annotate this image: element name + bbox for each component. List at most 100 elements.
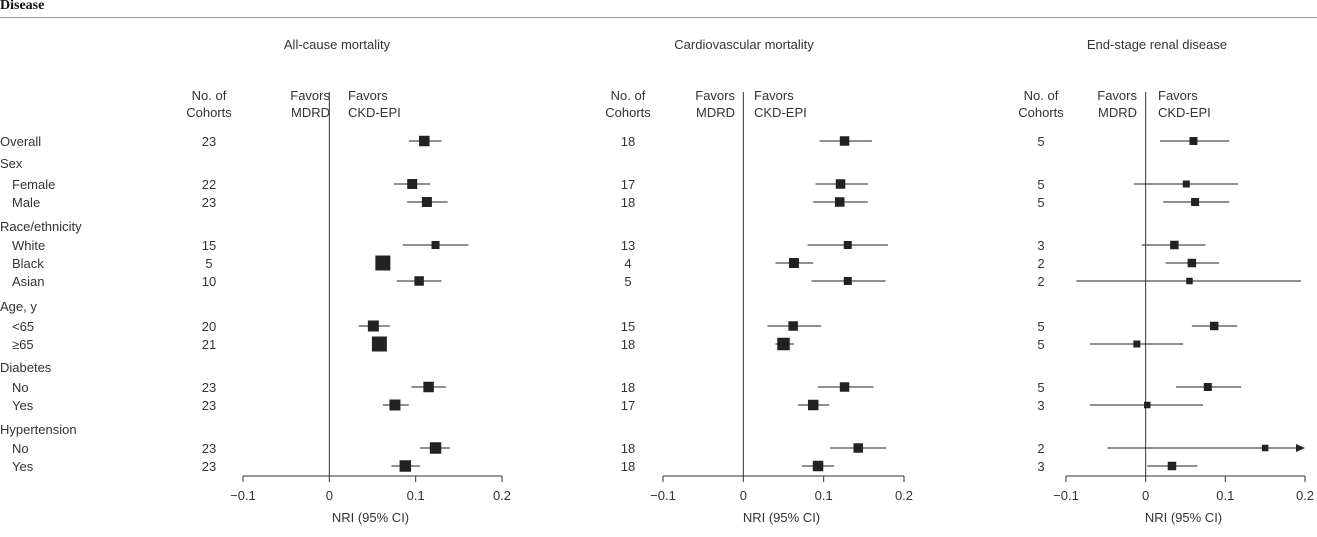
panel-title: End-stage renal disease [1087, 37, 1227, 52]
point-estimate [853, 443, 863, 453]
x-axis-label: NRI (95% CI) [332, 510, 409, 525]
row-label: ≥65 [12, 337, 34, 352]
point-estimate [389, 399, 401, 411]
cohorts-header: No. of [1024, 88, 1059, 103]
row-label: Overall [0, 134, 41, 149]
row-label: Yes [12, 459, 34, 474]
cohorts-header: Cohorts [1018, 105, 1064, 120]
x-tick-label: 0.1 [815, 488, 833, 503]
x-tick-label: 0 [326, 488, 333, 503]
cohort-count: 5 [1037, 134, 1044, 149]
point-estimate [843, 241, 852, 249]
point-estimate [1144, 401, 1151, 409]
cohort-count: 17 [621, 177, 635, 192]
x-tick-label: 0.2 [895, 488, 913, 503]
x-tick-label: 0 [740, 488, 747, 503]
cohort-count: 5 [624, 274, 631, 289]
point-estimate [1186, 277, 1193, 285]
row-label: Race/ethnicity [0, 219, 82, 234]
x-tick-label: −0.1 [230, 488, 256, 503]
header-label: Disease [0, 0, 45, 13]
point-estimate [788, 321, 798, 331]
point-estimate [788, 258, 799, 268]
x-tick-label: 0.2 [1296, 488, 1314, 503]
row-label: <65 [12, 319, 34, 334]
point-estimate [429, 442, 442, 454]
x-tick-label: 0 [1142, 488, 1149, 503]
favors-ckd-epi-header: CKD-EPI [348, 105, 401, 120]
cohort-count: 23 [202, 398, 216, 413]
cohort-count: 18 [621, 134, 635, 149]
point-estimate [1191, 198, 1200, 206]
point-estimate [839, 382, 850, 392]
cohort-count: 21 [202, 337, 216, 352]
cohort-count: 23 [202, 459, 216, 474]
favors-ckd-epi-header: Favors [1158, 88, 1198, 103]
point-estimate [835, 179, 846, 189]
row-label: Female [12, 177, 55, 192]
cohort-count: 2 [1037, 256, 1044, 271]
point-estimate [371, 336, 387, 352]
cohort-count: 10 [202, 274, 216, 289]
cohort-count: 23 [202, 441, 216, 456]
point-estimate [807, 399, 819, 411]
cohort-count: 18 [621, 380, 635, 395]
cohort-count: 23 [202, 195, 216, 210]
cohort-count: 22 [202, 177, 216, 192]
cohorts-header: No. of [192, 88, 227, 103]
x-tick-label: 0.1 [407, 488, 425, 503]
point-estimate [1203, 383, 1212, 391]
point-estimate [421, 197, 432, 207]
point-estimate [812, 460, 824, 472]
row-label: Male [12, 195, 40, 210]
row-label: Hypertension [0, 422, 77, 437]
x-tick-label: 0.2 [493, 488, 511, 503]
cohort-count: 5 [205, 256, 212, 271]
cohort-count: 3 [1037, 398, 1044, 413]
x-tick-label: −0.1 [1053, 488, 1079, 503]
row-label: Diabetes [0, 360, 52, 375]
point-estimate [843, 277, 852, 285]
header-rule [0, 17, 1317, 18]
row-label: Age, y [0, 299, 37, 314]
cohorts-header: Cohorts [186, 105, 232, 120]
favors-ckd-epi-header: CKD-EPI [1158, 105, 1211, 120]
cohort-count: 5 [1037, 177, 1044, 192]
row-label: Yes [12, 398, 34, 413]
favors-mdrd-header: MDRD [1098, 105, 1137, 120]
row-label: Sex [0, 156, 23, 171]
favors-ckd-epi-header: CKD-EPI [754, 105, 807, 120]
panel-title: Cardiovascular mortality [674, 37, 814, 52]
point-estimate [1187, 258, 1197, 268]
point-estimate [777, 337, 790, 351]
x-axis-label: NRI (95% CI) [743, 510, 820, 525]
cohort-count: 18 [621, 195, 635, 210]
point-estimate [1261, 444, 1269, 452]
cohort-count: 2 [1037, 441, 1044, 456]
point-estimate [1182, 180, 1190, 188]
cohorts-header: Cohorts [605, 105, 651, 120]
row-label: Asian [12, 274, 45, 289]
point-estimate [1170, 240, 1179, 250]
cohort-count: 15 [621, 319, 635, 334]
point-estimate [431, 241, 440, 249]
point-estimate [414, 276, 424, 286]
cohort-count: 5 [1037, 380, 1044, 395]
x-tick-label: 0.1 [1216, 488, 1234, 503]
point-estimate [1133, 340, 1141, 348]
point-estimate [1209, 321, 1219, 331]
cohort-count: 3 [1037, 459, 1044, 474]
point-estimate [375, 255, 391, 271]
point-estimate [1189, 137, 1198, 145]
point-estimate [419, 135, 430, 147]
favors-mdrd-header: Favors [695, 88, 735, 103]
cohort-count: 18 [621, 459, 635, 474]
favors-mdrd-header: MDRD [696, 105, 735, 120]
point-estimate [834, 197, 845, 207]
favors-mdrd-header: MDRD [291, 105, 330, 120]
favors-ckd-epi-header: Favors [754, 88, 794, 103]
point-estimate [367, 320, 379, 332]
cohort-count: 15 [202, 238, 216, 253]
cohort-count: 17 [621, 398, 635, 413]
